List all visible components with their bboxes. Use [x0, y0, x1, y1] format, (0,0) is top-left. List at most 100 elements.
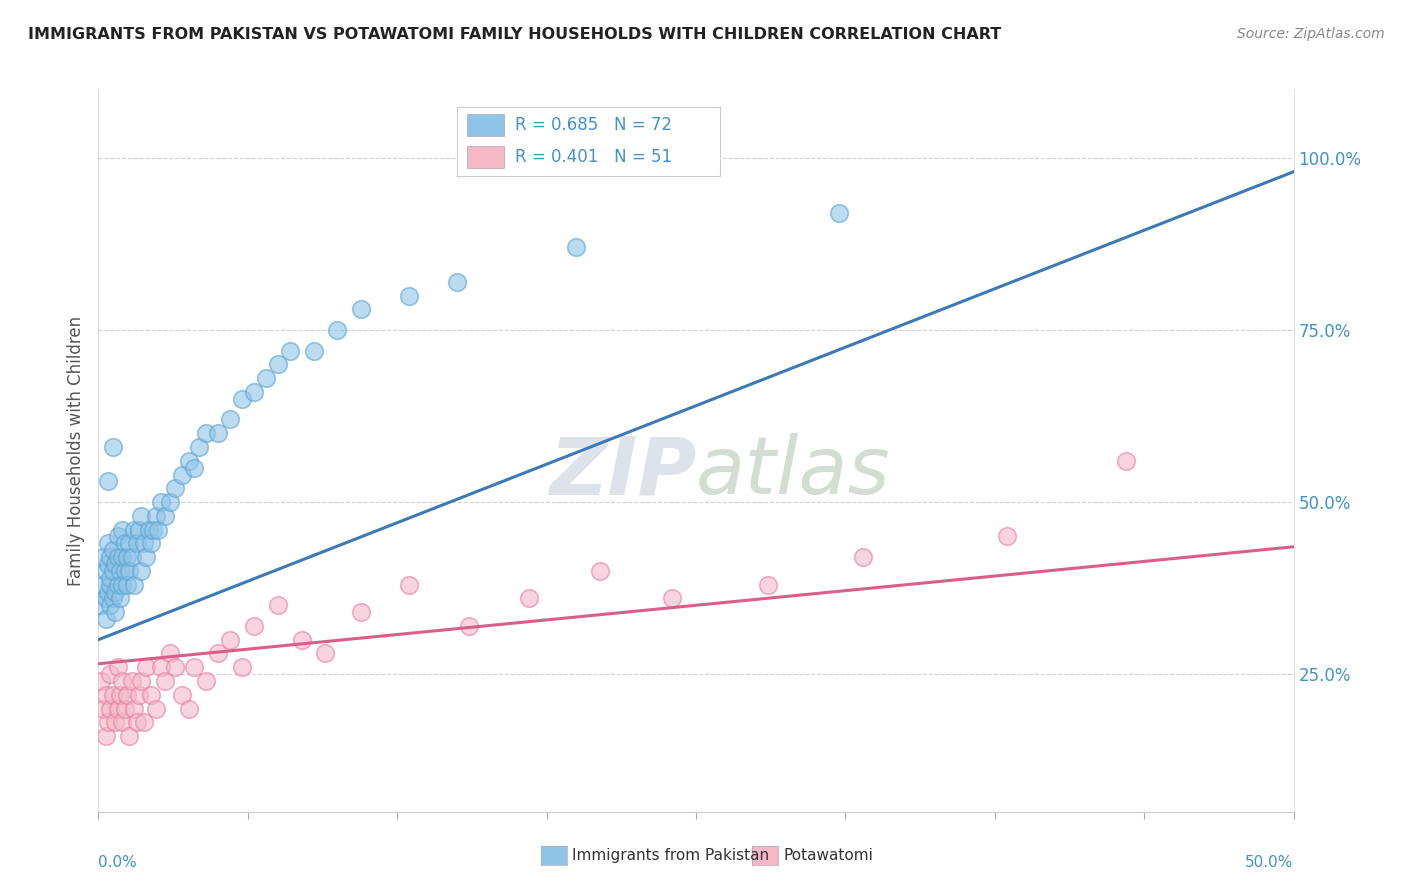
Point: [108, 591, 131, 606]
Point: [267, 358, 290, 372]
Point: [315, 647, 337, 661]
Point: [219, 632, 242, 647]
Point: [91, 550, 114, 565]
Point: [159, 495, 181, 509]
Point: [124, 701, 146, 715]
Point: [101, 564, 124, 578]
Point: [128, 523, 150, 537]
Text: Potawatomi: Potawatomi: [783, 848, 873, 863]
Point: [97, 536, 120, 550]
Point: [111, 715, 134, 730]
Point: [101, 688, 124, 702]
Point: [138, 523, 160, 537]
Point: [128, 688, 150, 702]
Point: [183, 460, 205, 475]
Point: [446, 275, 468, 289]
Point: [149, 660, 172, 674]
Point: [183, 660, 205, 674]
Text: ZIP: ZIP: [548, 434, 696, 511]
Point: [302, 343, 325, 358]
Point: [163, 660, 186, 674]
Text: IMMIGRANTS FROM PAKISTAN VS POTAWATOMI FAMILY HOUSEHOLDS WITH CHILDREN CORRELATI: IMMIGRANTS FROM PAKISTAN VS POTAWATOMI F…: [28, 27, 1001, 42]
Point: [195, 673, 218, 688]
Text: Source: ZipAtlas.com: Source: ZipAtlas.com: [1237, 27, 1385, 41]
Text: atlas: atlas: [696, 434, 891, 511]
Point: [243, 384, 266, 399]
Point: [94, 612, 117, 626]
Point: [108, 564, 131, 578]
Point: [104, 605, 127, 619]
Point: [267, 599, 290, 613]
Point: [145, 508, 167, 523]
Point: [195, 426, 218, 441]
Point: [852, 550, 875, 565]
Point: [756, 577, 779, 591]
Point: [132, 715, 155, 730]
Point: [243, 619, 266, 633]
Point: [107, 550, 129, 565]
Point: [291, 632, 314, 647]
Point: [231, 392, 253, 406]
Point: [458, 619, 481, 633]
Point: [350, 605, 373, 619]
Text: 0.0%: 0.0%: [98, 855, 138, 870]
Point: [172, 688, 194, 702]
Point: [115, 550, 138, 565]
Point: [94, 729, 117, 743]
Point: [159, 647, 181, 661]
Point: [108, 688, 131, 702]
Point: [107, 529, 129, 543]
Point: [94, 591, 117, 606]
Point: [132, 536, 155, 550]
Point: [98, 701, 122, 715]
Point: [94, 688, 117, 702]
Point: [118, 536, 141, 550]
Point: [121, 673, 143, 688]
Point: [163, 481, 186, 495]
Point: [90, 599, 112, 613]
Point: [148, 523, 170, 537]
Point: [111, 577, 134, 591]
Point: [828, 206, 851, 220]
Point: [98, 667, 122, 681]
Point: [91, 577, 114, 591]
Point: [172, 467, 194, 482]
Point: [121, 550, 143, 565]
Point: [124, 577, 146, 591]
Point: [101, 543, 124, 558]
Point: [139, 536, 162, 550]
Point: [155, 673, 177, 688]
Point: [1115, 454, 1137, 468]
Point: [131, 508, 153, 523]
Point: [139, 688, 162, 702]
Point: [114, 564, 136, 578]
Point: [104, 584, 127, 599]
Point: [98, 550, 122, 565]
Point: [661, 591, 683, 606]
Point: [350, 302, 373, 317]
Point: [149, 495, 172, 509]
Point: [97, 475, 120, 489]
Point: [145, 701, 167, 715]
Point: [398, 577, 420, 591]
Point: [179, 701, 201, 715]
Point: [565, 240, 588, 254]
Point: [101, 440, 124, 454]
Point: [995, 529, 1018, 543]
Point: [118, 564, 141, 578]
Point: [111, 523, 134, 537]
Point: [114, 536, 136, 550]
Point: [97, 557, 120, 571]
Point: [124, 523, 146, 537]
Point: [107, 577, 129, 591]
Point: [107, 701, 129, 715]
Point: [115, 688, 138, 702]
Point: [111, 673, 134, 688]
Point: [98, 599, 122, 613]
Point: [589, 564, 612, 578]
Point: [254, 371, 277, 385]
Point: [104, 557, 127, 571]
Point: [131, 564, 153, 578]
Point: [91, 701, 114, 715]
Point: [207, 647, 229, 661]
